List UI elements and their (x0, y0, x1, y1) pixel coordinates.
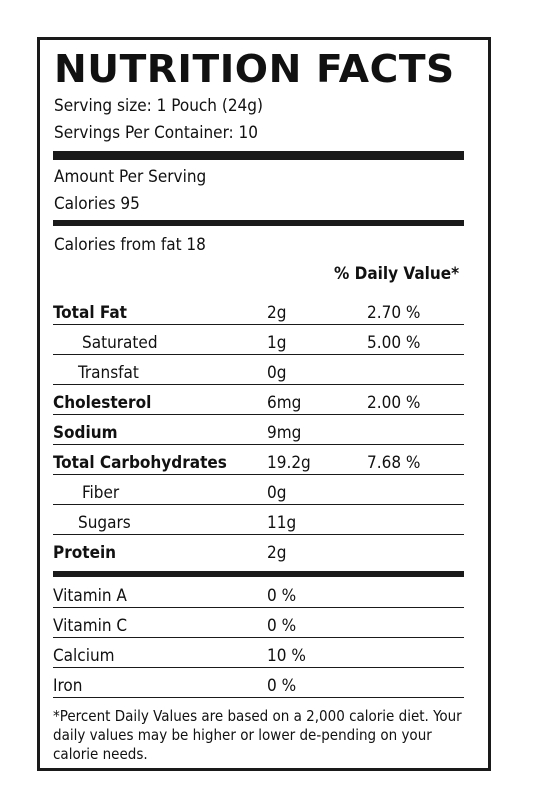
protein-divider (53, 571, 464, 577)
nutrient-name: Saturated (82, 333, 158, 353)
medium-divider (53, 220, 464, 226)
nutrient-row-total-fat: Total Fat 2g 2.70 % (53, 294, 464, 325)
nutrient-amount: 9mg (267, 423, 302, 443)
nutrient-amount: 2g (267, 303, 287, 323)
nutrient-name: Transfat (78, 363, 139, 383)
nutrient-percent: 7.68 % (367, 453, 421, 473)
vitamin-name: Vitamin A (53, 586, 127, 606)
nutrient-row-total-carbohydrates: Total Carbohydrates 19.2g 7.68 % (53, 444, 464, 475)
amount-per-serving: Amount Per Serving (54, 167, 207, 187)
thick-divider (53, 151, 464, 160)
nutrient-row-transfat: Transfat 0g (53, 354, 464, 385)
vitamin-name: Vitamin C (53, 616, 128, 636)
nutrient-amount: 0g (267, 483, 287, 503)
nutrient-row-fiber: Fiber 0g (53, 474, 464, 505)
vitamin-row-iron: Iron 0 % (53, 667, 464, 698)
serving-size: Serving size: 1 Pouch (24g) (54, 96, 263, 116)
calories-from-fat: Calories from fat 18 (54, 235, 206, 255)
nutrient-row-saturated: Saturated 1g 5.00 % (53, 324, 464, 355)
vitamin-name: Calcium (53, 646, 115, 666)
label-title: NUTRITION FACTS (54, 47, 455, 91)
nutrient-row-cholesterol: Cholesterol 6mg 2.00 % (53, 384, 464, 415)
nutrient-percent: 2.00 % (367, 393, 421, 413)
nutrient-percent: 2.70 % (367, 303, 421, 323)
footnote: *Percent Daily Values are based on a 2,0… (53, 707, 462, 763)
vitamin-amount: 0 % (267, 616, 297, 636)
servings-per-container: Servings Per Container: 10 (54, 123, 259, 143)
vitamin-amount: 0 % (267, 586, 297, 606)
nutrient-name: Protein (53, 543, 117, 563)
daily-value-header: % Daily Value* (334, 264, 460, 284)
nutrient-row-sodium: Sodium 9mg (53, 414, 464, 445)
vitamin-amount: 0 % (267, 676, 297, 696)
nutrient-name: Sodium (53, 423, 118, 443)
calories: Calories 95 (54, 194, 140, 214)
nutrient-amount: 6mg (267, 393, 302, 413)
nutrition-label: NUTRITION FACTS Serving size: 1 Pouch (2… (37, 37, 491, 771)
vitamin-name: Iron (53, 676, 83, 696)
nutrient-name: Total Carbohydrates (53, 453, 227, 473)
nutrient-amount: 2g (267, 543, 287, 563)
nutrient-percent: 5.00 % (367, 333, 421, 353)
nutrient-amount: 11g (267, 513, 297, 533)
vitamin-amount: 10 % (267, 646, 306, 666)
nutrient-name: Fiber (82, 483, 120, 503)
nutrient-name: Sugars (78, 513, 131, 533)
vitamin-row-a: Vitamin A 0 % (53, 577, 464, 608)
nutrient-amount: 0g (267, 363, 287, 383)
nutrient-row-sugars: Sugars 11g (53, 504, 464, 535)
nutrient-row-protein: Protein 2g (53, 534, 464, 564)
nutrient-amount: 19.2g (267, 453, 311, 473)
nutrient-name: Total Fat (53, 303, 127, 323)
nutrient-amount: 1g (267, 333, 287, 353)
vitamin-row-calcium: Calcium 10 % (53, 637, 464, 668)
nutrient-name: Cholesterol (53, 393, 152, 413)
vitamin-row-c: Vitamin C 0 % (53, 607, 464, 638)
